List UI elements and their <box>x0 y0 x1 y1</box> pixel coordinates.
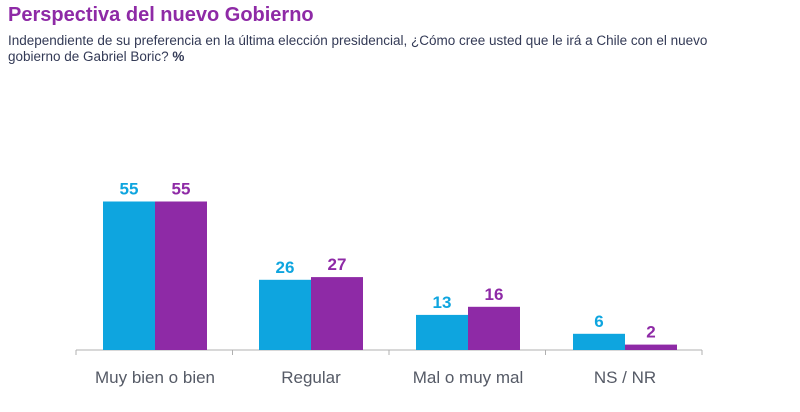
bar-series-2 <box>468 306 520 350</box>
chart-subtitle: Independiente de su preferencia en la úl… <box>8 33 728 65</box>
x-tick-label: Regular <box>281 368 341 387</box>
chart-title: Perspectiva del nuevo Gobierno <box>8 4 314 26</box>
subtitle-text: Independiente de su preferencia en la úl… <box>8 33 708 64</box>
bar-series-2 <box>311 277 363 350</box>
data-label-series-1: 6 <box>594 312 603 331</box>
data-label-series-1: 26 <box>276 258 295 277</box>
subtitle-unit: % <box>172 49 185 64</box>
bar-series-1 <box>259 279 311 350</box>
x-tick-label: Muy bien o bien <box>95 368 215 387</box>
bar-series-2 <box>625 344 677 350</box>
x-tick-label: NS / NR <box>594 368 656 387</box>
data-label-series-1: 13 <box>433 293 452 312</box>
data-label-series-2: 2 <box>646 323 655 342</box>
data-label-series-2: 27 <box>328 255 347 274</box>
data-label-series-1: 55 <box>120 180 139 199</box>
x-tick-label: Mal o muy mal <box>413 368 524 387</box>
data-label-series-2: 16 <box>485 285 504 304</box>
bar-series-1 <box>573 333 625 350</box>
bar-series-1 <box>103 201 155 350</box>
bar-series-1 <box>416 314 468 350</box>
bar-series-2 <box>155 201 207 350</box>
data-label-series-2: 55 <box>172 180 191 199</box>
